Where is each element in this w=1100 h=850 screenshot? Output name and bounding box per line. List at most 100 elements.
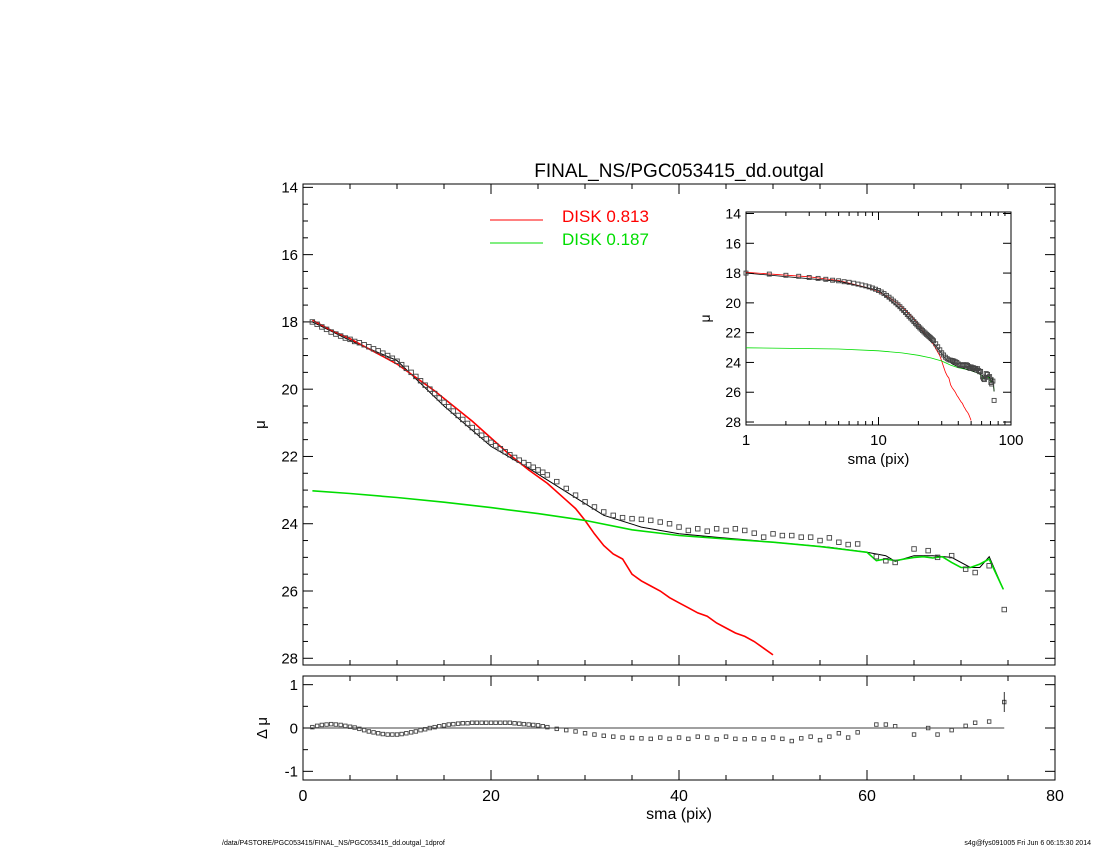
profile-data-point xyxy=(610,512,616,519)
profile-data-point xyxy=(629,515,635,522)
profile-data-point xyxy=(389,355,396,361)
disk-component-line-2 xyxy=(312,490,1005,590)
residual-data-point xyxy=(460,721,465,726)
resid-y-tick-label: -1 xyxy=(285,764,298,781)
inset-x-tick-label: 10 xyxy=(870,432,887,449)
residual-data-point xyxy=(498,720,503,725)
profile-data-point xyxy=(488,439,494,446)
residual-data-point xyxy=(338,722,343,728)
residual-data-point xyxy=(343,723,348,729)
profile-data-point xyxy=(446,403,452,410)
inset-data-point xyxy=(866,284,872,290)
residual-data-point xyxy=(366,729,372,734)
residual-data-point xyxy=(526,722,531,727)
profile-data-point xyxy=(601,509,607,515)
profile-data-point xyxy=(474,428,480,435)
resid-x-tick-label: 80 xyxy=(1046,788,1064,805)
disk-component-line-1 xyxy=(312,319,774,656)
footer-timestamp: s4g@fys091005 Fri Jun 6 06:15:30 2014 xyxy=(964,840,1091,847)
residual-data-point xyxy=(963,723,968,729)
inset-data-point xyxy=(989,381,995,387)
residual-data-point xyxy=(545,724,550,730)
legend-label-1: DISK 0.813 xyxy=(562,207,649,226)
residual-data-point xyxy=(375,731,381,736)
residual-data-point xyxy=(752,736,757,741)
residual-data-point xyxy=(817,737,823,743)
residual-data-point xyxy=(451,721,456,727)
profile-data-point xyxy=(422,382,428,388)
profile-data-point xyxy=(713,526,720,532)
residual-data-point xyxy=(432,724,437,730)
inset-data-point xyxy=(869,285,875,291)
residual-data-point xyxy=(446,722,451,727)
residual-data-point xyxy=(883,722,889,727)
inset-log-panel: 1 10 100 14 16 18 20 22 24 26 28 μ sma (pix) xyxy=(697,205,1024,468)
resid-x-tick-label: 0 xyxy=(299,788,308,805)
profile-data-point xyxy=(408,369,414,376)
profile-data-point xyxy=(770,531,776,537)
profile-data-point xyxy=(478,432,485,438)
profile-data-point xyxy=(455,412,461,419)
residual-data-point xyxy=(441,723,447,728)
profile-data-point xyxy=(657,519,663,525)
resid-y-tick-label: 1 xyxy=(290,677,298,694)
residual-data-point xyxy=(972,720,978,725)
residual-data-point xyxy=(521,721,527,727)
inset-data-point xyxy=(991,397,997,403)
profile-data-point xyxy=(544,472,551,478)
profile-data-point xyxy=(948,552,955,559)
residual-data-point xyxy=(535,723,541,728)
residual-data-point xyxy=(493,720,498,725)
residual-data-point xyxy=(845,735,851,740)
profile-data-point xyxy=(836,539,842,545)
residual-data-point xyxy=(531,722,536,728)
residual-data-point xyxy=(667,736,672,742)
residual-data-point xyxy=(686,736,691,742)
main-profile-panel: 14 16 18 20 22 24 26 28 μ DISK 0.813 DISK 0.187 xyxy=(252,180,1056,668)
chart-title: FINAL_NS/PGC053415_dd.outgal xyxy=(534,161,823,182)
residual-data-point xyxy=(484,720,489,725)
residual-data-point xyxy=(418,727,423,733)
residual-data-point xyxy=(413,729,419,734)
profile-data-point xyxy=(934,554,941,561)
residual-data-point xyxy=(949,727,954,733)
profile-data-point xyxy=(572,492,579,498)
resid-x-tick-label: 60 xyxy=(858,788,876,805)
residual-data-point xyxy=(695,734,700,739)
inset-data-point xyxy=(978,368,984,374)
residual-data-point xyxy=(780,736,785,742)
residual-data-point xyxy=(911,732,917,737)
residual-data-point xyxy=(648,736,653,742)
residual-data-point xyxy=(422,727,428,732)
residual-data-point xyxy=(564,727,569,733)
residual-data-point xyxy=(347,724,353,729)
residual-data-point xyxy=(390,732,395,737)
profile-data-point xyxy=(638,516,645,523)
profile-data-point xyxy=(826,535,833,541)
residual-data-point xyxy=(770,735,776,740)
profile-data-point xyxy=(962,566,969,572)
residual-data-point xyxy=(827,734,832,739)
residual-data-point xyxy=(333,722,339,727)
profile-data-point xyxy=(436,395,442,401)
inset-data-point xyxy=(929,337,935,343)
residual-data-point xyxy=(502,720,508,725)
residual-data-point xyxy=(611,734,616,739)
residual-data-point xyxy=(601,733,606,738)
profile-data-point xyxy=(554,478,560,485)
inset-x-tick-label: 100 xyxy=(998,432,1023,449)
legend-label-2: DISK 0.187 xyxy=(562,230,649,249)
main-y-tick-label: 14 xyxy=(281,180,298,197)
residual-data-point xyxy=(742,737,747,742)
inset-data-point xyxy=(796,273,802,279)
inset-y-tick-label: 28 xyxy=(725,414,741,430)
inset-x-axis-label: sma (pix) xyxy=(848,451,910,468)
resid-y-tick-label: 0 xyxy=(290,720,298,737)
residual-data-point xyxy=(408,730,414,735)
residual-data-point xyxy=(573,729,578,734)
inset-y-axis-label: μ xyxy=(697,314,713,322)
residual-data-point xyxy=(361,727,367,733)
resid-x-tick-label: 40 xyxy=(670,788,688,805)
inset-y-tick-label: 14 xyxy=(725,205,741,221)
